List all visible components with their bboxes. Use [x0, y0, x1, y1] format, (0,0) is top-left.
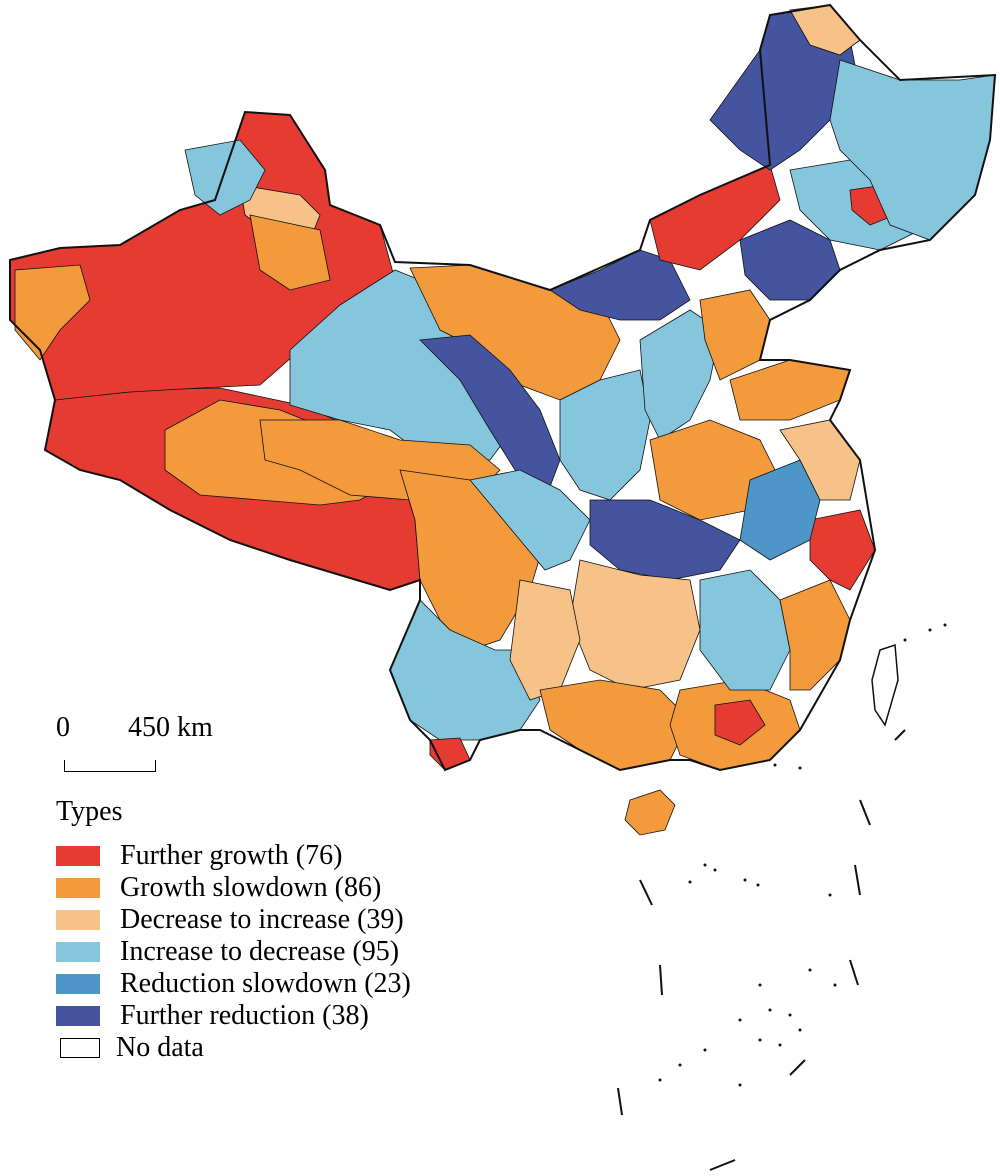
legend: Types Further growth (76) Growth slowdown…	[56, 796, 411, 1064]
region-xinjiang-ili	[184, 139, 266, 216]
region-hunan	[569, 559, 701, 691]
region-fujian	[779, 579, 851, 691]
legend-swatch	[56, 974, 100, 994]
region-hainan	[624, 789, 676, 836]
region-xinjiang-mid	[249, 214, 331, 291]
legend-label: Further reduction (38)	[120, 1000, 369, 1031]
legend-item: Increase to decrease (95)	[56, 936, 411, 968]
scale-distance: 450 km	[128, 712, 213, 743]
legend-swatch	[56, 1006, 100, 1026]
legend-label: No data	[116, 1032, 204, 1063]
region-xinjiang-west	[14, 264, 91, 361]
region-shandong	[729, 359, 851, 421]
region-guangdong-red	[714, 699, 766, 746]
region-gansu-east	[419, 334, 561, 501]
region-shanxi	[639, 309, 721, 441]
region-taiwan	[871, 643, 899, 727]
south-china-sea-inset	[617, 729, 906, 1171]
region-shaanxi	[559, 369, 651, 501]
region-yunnan	[389, 599, 541, 741]
legend-item: Growth slowdown (86)	[56, 872, 411, 904]
region-guangxi	[539, 679, 691, 771]
legend-title: Types	[56, 796, 123, 827]
region-sichuan-east	[469, 469, 591, 571]
island-dots	[658, 623, 947, 1087]
legend-item: Further reduction (38)	[56, 1000, 411, 1032]
legend-swatch	[56, 910, 100, 930]
legend-item: Reduction slowdown (23)	[56, 968, 411, 1000]
country-border	[9, 3, 997, 772]
legend-swatch	[56, 942, 100, 962]
legend-label: Further growth (76)	[120, 840, 343, 871]
scale-zero: 0	[56, 712, 70, 743]
legend-swatch	[60, 1038, 100, 1058]
legend-item: No data	[56, 1032, 411, 1064]
legend-item: Further growth (76)	[56, 840, 411, 872]
scale-bar: 0 450 km	[56, 712, 256, 772]
legend-swatch	[56, 878, 100, 898]
region-hubei	[589, 499, 741, 581]
scale-line	[64, 760, 156, 772]
legend-item: Decrease to increase (39)	[56, 904, 411, 936]
legend-label: Increase to decrease (95)	[120, 936, 400, 967]
legend-swatch	[56, 846, 100, 866]
legend-label: Reduction slowdown (23)	[120, 968, 411, 999]
legend-label: Growth slowdown (86)	[120, 872, 382, 903]
region-zhejiang	[809, 509, 876, 591]
region-inner-mongolia-mid	[549, 249, 691, 321]
legend-label: Decrease to increase (39)	[120, 904, 404, 935]
region-jiangxi	[699, 569, 791, 691]
